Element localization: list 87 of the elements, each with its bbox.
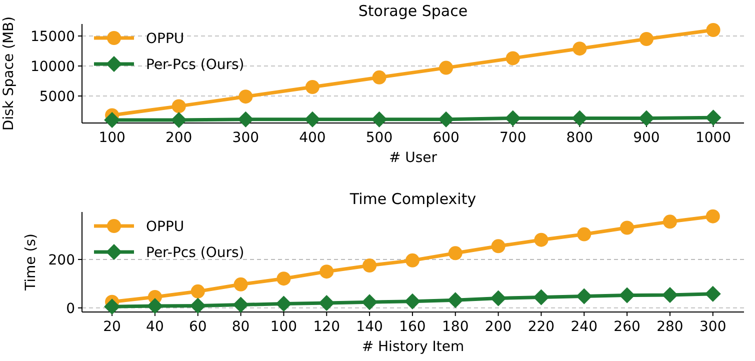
point	[506, 51, 520, 66]
x-tick-label: 500	[366, 130, 393, 146]
point	[276, 272, 291, 286]
point	[447, 292, 464, 308]
x-tick-label: 220	[528, 319, 555, 335]
x-tick-label: 200	[484, 319, 512, 335]
point	[619, 287, 636, 304]
legend-label: OPPU	[146, 219, 184, 235]
point	[404, 293, 420, 310]
x-tick-label: 900	[633, 130, 660, 146]
point	[276, 296, 292, 312]
x-tick-label: 1000	[695, 130, 732, 146]
chart-title: Time Complexity	[348, 190, 476, 208]
x-tick-label: 800	[566, 130, 594, 146]
x-tick-label: 120	[313, 319, 340, 335]
point	[190, 298, 206, 314]
x-tick-label: 300	[700, 319, 726, 335]
x-tick-label: 140	[356, 319, 383, 335]
x-axis-title: # History Item	[362, 339, 464, 355]
y-tick-label: 200	[48, 252, 75, 268]
point	[439, 60, 454, 75]
point	[190, 284, 205, 298]
x-tick-label: 80	[232, 319, 250, 335]
x-tick-label: 40	[146, 319, 164, 335]
point	[304, 111, 320, 128]
x-axis-title: # User	[388, 150, 438, 166]
point	[104, 112, 120, 128]
y-axis-title: Time (s)	[23, 234, 39, 292]
chart-title: Storage Space	[358, 2, 468, 20]
point	[534, 232, 548, 247]
point	[238, 90, 253, 104]
point	[362, 258, 377, 273]
x-tick-label: 280	[656, 319, 684, 335]
point	[504, 110, 521, 126]
point	[172, 99, 186, 114]
legend-label: OPPU	[146, 31, 184, 47]
point	[533, 289, 550, 306]
point	[706, 23, 720, 37]
point	[620, 220, 634, 235]
point	[706, 209, 720, 224]
point	[448, 246, 462, 260]
point	[232, 296, 249, 313]
point	[638, 110, 654, 126]
y-tick-label: 0	[66, 300, 75, 317]
y-tick-label: 5000	[39, 89, 75, 105]
x-tick-label: 20	[103, 319, 121, 335]
x-tick-label: 260	[614, 319, 640, 335]
point	[576, 288, 592, 304]
y-tick-label: 15000	[30, 29, 75, 45]
point	[146, 298, 163, 314]
point	[305, 80, 320, 94]
point	[572, 42, 587, 56]
x-tick-label: 60	[188, 319, 207, 335]
x-tick-label: 100	[270, 319, 298, 335]
point	[234, 277, 248, 292]
legend-label: Per-Pcs (Ours)	[146, 57, 244, 73]
x-tick-label: 600	[432, 130, 460, 146]
point	[639, 32, 654, 46]
point	[405, 253, 420, 268]
point	[362, 294, 378, 310]
point	[572, 110, 588, 126]
point	[238, 111, 254, 128]
point	[490, 290, 506, 306]
point	[662, 214, 677, 229]
point	[371, 111, 388, 128]
point	[320, 264, 334, 279]
point	[104, 298, 120, 315]
point	[577, 227, 592, 242]
y-tick-label: 10000	[30, 59, 75, 75]
x-tick-label: 240	[570, 319, 598, 335]
x-tick-label: 100	[98, 130, 126, 146]
x-tick-label: 160	[399, 319, 426, 335]
point	[662, 287, 678, 304]
x-tick-label: 200	[165, 130, 192, 146]
point	[705, 110, 722, 126]
x-tick-label: 700	[500, 130, 526, 146]
legend-label: Per-Pcs (Ours)	[146, 245, 244, 261]
point	[170, 112, 187, 128]
point	[491, 239, 506, 254]
y-axis-title: Disk Space (MB)	[1, 16, 17, 131]
point	[372, 70, 386, 84]
x-tick-label: 180	[442, 319, 469, 335]
point	[704, 286, 721, 302]
point	[318, 295, 335, 312]
point	[438, 111, 454, 128]
x-tick-label: 300	[232, 130, 260, 146]
x-tick-label: 400	[299, 130, 326, 146]
